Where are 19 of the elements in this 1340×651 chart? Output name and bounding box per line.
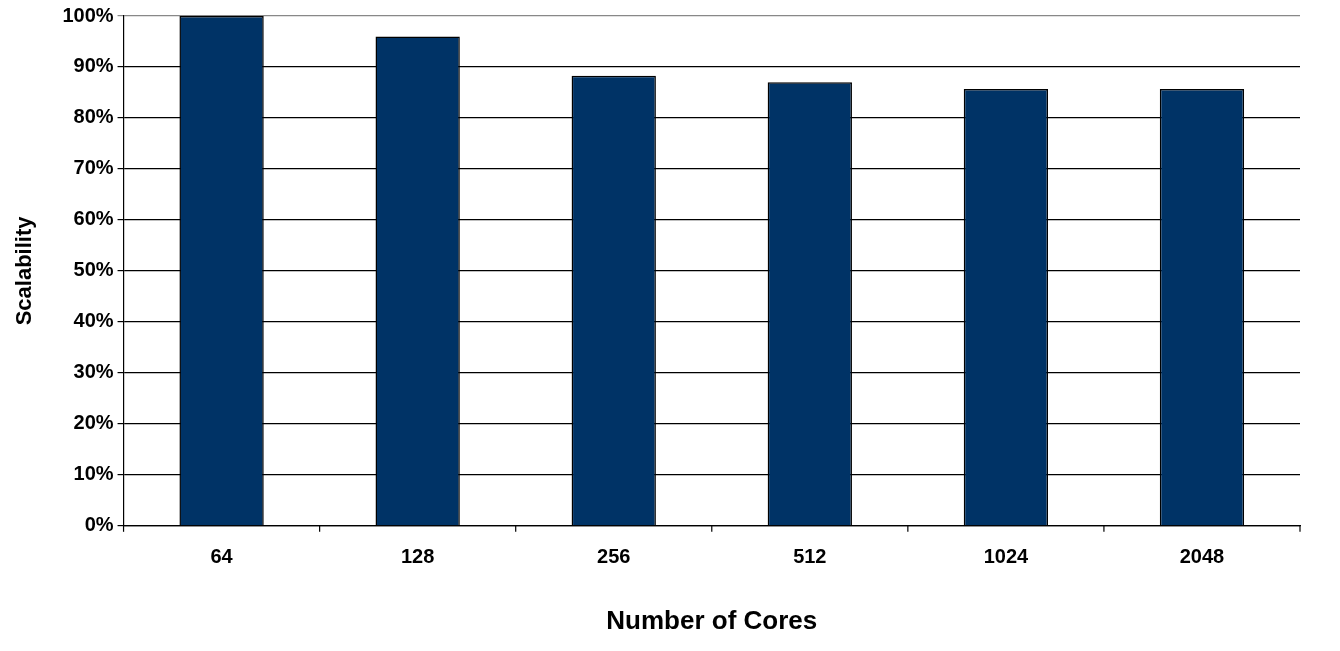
y-tick-label: 10% xyxy=(73,462,114,485)
x-tick-label: 256 xyxy=(597,545,631,568)
y-tick-label: 30% xyxy=(73,360,114,383)
y-tick-label: 60% xyxy=(73,207,114,230)
y-tick-label: 50% xyxy=(73,258,114,281)
x-tick-label: 512 xyxy=(793,545,827,568)
y-tick-label: 40% xyxy=(73,309,114,332)
y-tick-label: 0% xyxy=(84,513,114,536)
x-axis-title: Number of Cores xyxy=(606,604,818,635)
y-tick-label: 100% xyxy=(62,3,114,26)
y-axis-title: Scalability xyxy=(11,215,37,326)
x-tick-label: 64 xyxy=(210,545,234,568)
x-tick-label: 128 xyxy=(400,545,435,568)
x-tick-label: 1024 xyxy=(983,545,1030,568)
y-tick-label: 20% xyxy=(73,411,114,434)
y-tick-label: 90% xyxy=(73,54,114,77)
y-tick-label: 80% xyxy=(73,105,114,128)
x-tick-label: 2048 xyxy=(1179,545,1225,568)
y-tick-label: 70% xyxy=(73,156,114,179)
